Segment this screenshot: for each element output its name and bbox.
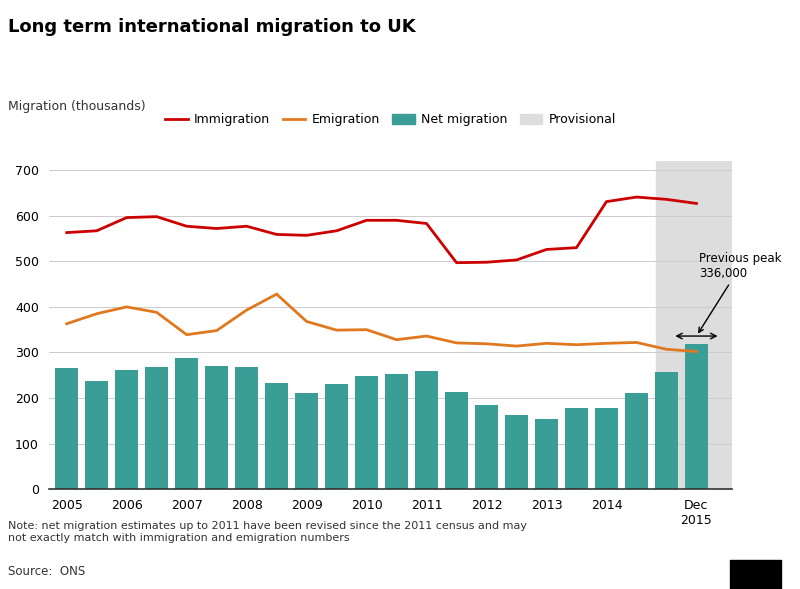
- Bar: [445, 392, 468, 489]
- Text: Source:  ONS: Source: ONS: [8, 565, 86, 578]
- Bar: [146, 368, 168, 489]
- Bar: [535, 419, 558, 489]
- Bar: [595, 408, 618, 489]
- Bar: [266, 383, 288, 489]
- Text: Long term international migration to UK: Long term international migration to UK: [8, 18, 416, 36]
- Bar: [206, 366, 228, 489]
- Bar: [415, 370, 438, 489]
- Bar: [505, 415, 528, 489]
- Bar: [235, 367, 258, 489]
- Bar: [625, 392, 648, 489]
- Bar: [385, 375, 408, 489]
- Text: BBC: BBC: [735, 565, 776, 584]
- Text: Note: net migration estimates up to 2011 have been revised since the 2011 census: Note: net migration estimates up to 2011…: [8, 521, 527, 543]
- Bar: [475, 405, 498, 489]
- Bar: [565, 408, 588, 489]
- Bar: [685, 344, 708, 489]
- Bar: [55, 368, 78, 489]
- Bar: [295, 393, 318, 489]
- Bar: [175, 358, 198, 489]
- Text: Previous peak
336,000: Previous peak 336,000: [698, 252, 782, 332]
- Text: Migration (thousands): Migration (thousands): [8, 100, 146, 113]
- Bar: [655, 372, 678, 489]
- Bar: [115, 370, 138, 489]
- Bar: [86, 380, 108, 489]
- Bar: [355, 376, 378, 489]
- Legend: Immigration, Emigration, Net migration, Provisional: Immigration, Emigration, Net migration, …: [160, 108, 621, 131]
- Bar: [325, 384, 348, 489]
- Bar: [656, 161, 762, 489]
